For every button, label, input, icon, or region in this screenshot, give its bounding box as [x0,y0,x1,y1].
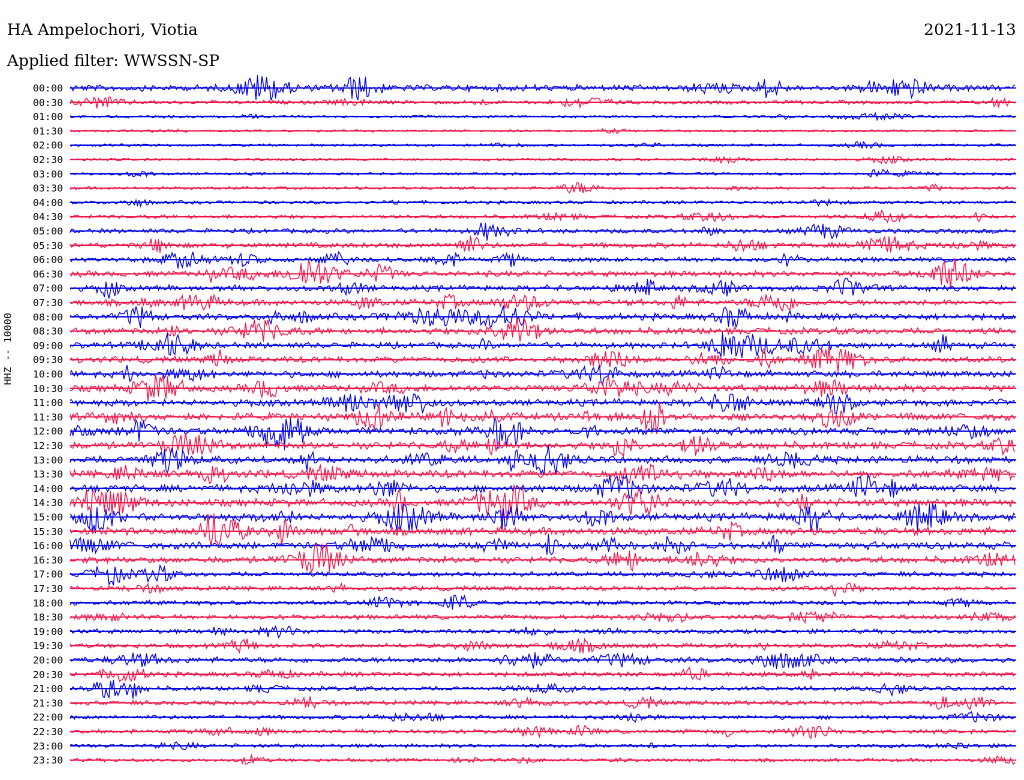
row-time-label: 17:00 [33,570,63,581]
seismic-trace-row [69,473,1016,499]
seismic-trace-row [69,293,1016,312]
row-time-label: 22:30 [33,727,63,738]
seismic-trace-row [69,754,1016,766]
row-time-label: 12:00 [33,427,63,438]
row-time-label: 02:30 [33,155,63,166]
row-time-label: 04:00 [33,198,63,209]
row-time-label: 14:00 [33,484,63,495]
seismic-trace-row [69,331,1016,359]
row-time-label: 01:00 [33,112,63,123]
row-time-label: 13:00 [33,455,63,466]
seismic-trace-row [69,445,1016,476]
row-time-label: 13:30 [33,470,63,481]
row-time-label: 21:00 [33,684,63,695]
row-time-label: 09:00 [33,341,63,352]
seismic-trace-row [69,432,1016,459]
seismic-trace-row [69,345,1015,372]
row-time-label: 12:30 [33,441,63,452]
seismic-trace-row [69,533,1016,556]
row-time-label: 06:30 [33,269,63,280]
row-time-label: 08:30 [33,327,63,338]
seismic-trace-row [69,513,1016,548]
row-time-label: 16:00 [33,541,63,552]
row-time-label: 16:30 [33,555,63,566]
seismic-trace-row [69,484,1016,522]
row-time-label: 00:30 [33,98,63,109]
seismic-trace-row [69,563,1016,587]
seismic-trace-row [69,463,1016,485]
row-time-label: 06:00 [33,255,63,266]
row-time-label: 15:30 [33,527,63,538]
row-time-label: 01:30 [33,126,63,137]
station-title: HA Ampelochori, Viotia [7,20,198,39]
seismic-trace-row [69,209,1016,224]
row-time-label: 19:30 [33,641,63,652]
seismic-trace-row [69,96,1016,109]
row-time-label: 11:00 [33,398,63,409]
row-time-label: 09:30 [33,355,63,366]
row-time-label: 05:00 [33,227,63,238]
seismic-trace-row [69,235,1016,253]
row-time-label: 23:30 [33,756,63,767]
seismic-trace-row [69,373,1016,402]
row-time-label: 15:00 [33,513,63,524]
row-time-label: 18:30 [33,613,63,624]
seismic-trace-row [69,401,1016,435]
row-time-label: 00:00 [33,84,63,95]
seismic-trace-row [69,679,1016,700]
row-time-label: 03:00 [33,169,63,180]
row-time-label: 10:00 [33,370,63,381]
row-time-label: 11:30 [33,412,63,423]
row-time-label: 05:30 [33,241,63,252]
row-time-label: 18:00 [33,598,63,609]
traces-group [69,74,1016,766]
row-time-label: 17:30 [33,584,63,595]
row-time-label: 20:00 [33,656,63,667]
row-time-label: 23:00 [33,741,63,752]
seismic-trace-row [69,666,1016,683]
seismic-trace-row [69,222,1016,241]
seismic-trace-row [69,316,1016,342]
time-labels-group: 00:00 00:30 01:00 01:30 02:00 02:30 03:00 03:30… [33,84,63,767]
seismic-trace-row [69,364,1016,387]
row-time-label: 14:30 [33,498,63,509]
row-time-label: 10:30 [33,384,63,395]
row-time-label: 22:00 [33,713,63,724]
row-time-label: 07:00 [33,284,63,295]
seismic-trace-row [69,305,1016,329]
row-time-label: 02:00 [33,141,63,152]
row-time-label: 08:00 [33,312,63,323]
filter-label: Applied filter: WWSSN-SP [7,51,220,70]
row-time-label: 03:30 [33,184,63,195]
row-time-label: 04:30 [33,212,63,223]
seismic-trace-row [69,392,1016,415]
row-time-label: 21:30 [33,698,63,709]
row-time-label: 19:00 [33,627,63,638]
row-time-label: 07:30 [33,298,63,309]
seismic-trace-row [69,417,1016,451]
seismic-trace-row [69,581,1016,598]
record-date: 2021-11-13 [923,20,1016,39]
row-time-label: 20:30 [33,670,63,681]
